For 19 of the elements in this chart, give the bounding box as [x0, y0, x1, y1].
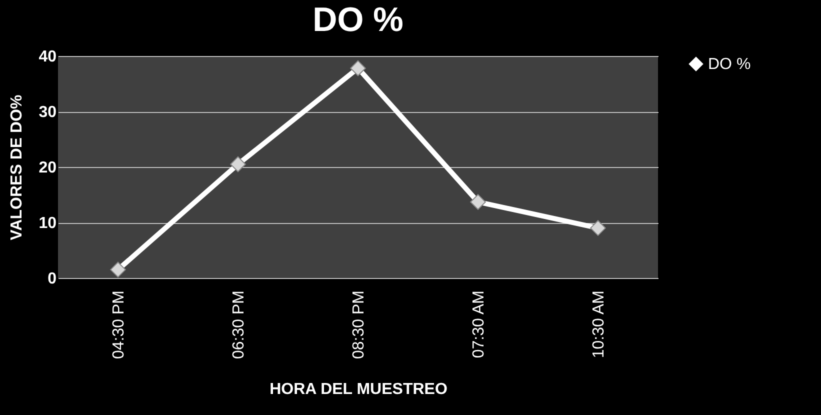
- y-tick-label: 40: [38, 48, 57, 66]
- point: [590, 220, 606, 236]
- x-tick-label: 04:30 PM: [110, 290, 128, 359]
- y-axis-title: VALORES DE DO%: [8, 94, 26, 240]
- x-tick-label: 07:30 AM: [470, 290, 488, 358]
- x-tick-label: 08:30 PM: [350, 290, 368, 359]
- y-tick-label: 20: [38, 160, 57, 176]
- chart-title: DO %: [312, 1, 404, 39]
- y-tick-label: 0: [48, 270, 57, 288]
- y-tick-label: 30: [38, 104, 57, 121]
- point: [350, 60, 366, 76]
- x-tick-label: 06:30 PM: [230, 290, 248, 359]
- x-axis-title: HORA DEL MUESTREO: [270, 380, 448, 398]
- point: [470, 194, 486, 210]
- point: [110, 262, 126, 278]
- y-tick-label: 10: [38, 215, 57, 232]
- legend-label: DO %: [708, 56, 751, 73]
- x-tick-label: 10:30 AM: [590, 290, 608, 358]
- point: [230, 156, 246, 172]
